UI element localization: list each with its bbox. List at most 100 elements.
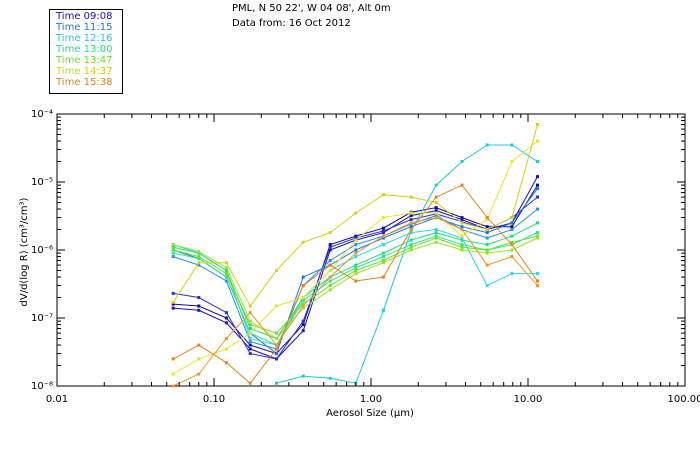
- data-point: [409, 245, 413, 249]
- data-point: [275, 347, 278, 351]
- data-point: [381, 236, 385, 240]
- data-point: [301, 374, 305, 378]
- x-tick-label: 0.01: [46, 394, 68, 405]
- data-point: [510, 243, 514, 247]
- y-axis-label: dV/d(log R) (cm³/cm³): [19, 197, 30, 306]
- data-point: [536, 234, 539, 238]
- legend-item: Time 15:38: [56, 77, 113, 88]
- data-point: [275, 331, 278, 335]
- data-point: [434, 201, 438, 204]
- data-point: [275, 343, 278, 347]
- legend-item: Time 14:37: [56, 66, 113, 77]
- legend: Time 09:08 Time 11:15 Time 12:16 Time 13…: [49, 9, 123, 94]
- data-point: [485, 143, 489, 147]
- data-point: [409, 214, 413, 218]
- data-point: [248, 381, 252, 385]
- y-tick-label: 10⁻⁸: [31, 381, 53, 392]
- x-tick-label: 10.00: [514, 394, 543, 405]
- series-9: [171, 234, 539, 335]
- series-line: [172, 217, 538, 387]
- legend-item: Time 11:15: [56, 22, 113, 33]
- data-point: [485, 228, 489, 231]
- data-point: [460, 218, 464, 222]
- data-point: [381, 216, 385, 220]
- data-point: [485, 218, 489, 222]
- data-point: [248, 304, 252, 308]
- data-point: [485, 243, 489, 247]
- data-point: [248, 347, 252, 351]
- data-point: [536, 272, 539, 276]
- data-point: [301, 306, 305, 310]
- header-date: Data from: 16 Oct 2012: [232, 18, 351, 29]
- data-point: [536, 160, 539, 163]
- data-point: [460, 234, 464, 238]
- data-point: [328, 263, 332, 267]
- y-tick-label: 10⁻⁵: [31, 177, 53, 188]
- data-point: [354, 272, 358, 276]
- series-14: [171, 216, 539, 388]
- data-point: [409, 243, 413, 247]
- data-point: [328, 279, 332, 283]
- data-point: [171, 306, 175, 310]
- data-point: [248, 340, 252, 344]
- series-11: [171, 123, 539, 308]
- data-point: [485, 263, 489, 267]
- data-point: [434, 231, 438, 235]
- data-point: [224, 311, 228, 315]
- data-point: [434, 214, 438, 218]
- series-5: [275, 143, 539, 385]
- data-point: [536, 231, 539, 235]
- data-point: [460, 248, 464, 252]
- data-point: [224, 337, 228, 340]
- data-point: [328, 376, 332, 380]
- series-8: [171, 231, 539, 347]
- header-location: PML, N 50 22', W 04 08', Alt 0m: [232, 3, 391, 14]
- data-point: [409, 225, 413, 229]
- data-point: [434, 240, 438, 244]
- data-point: [328, 275, 332, 279]
- data-point: [536, 195, 539, 199]
- axes-layer: 0.01 0.10 1.00 10.00 100.00 10⁻⁸ 10⁻⁷ 10⁻⁶ 10⁻⁵ 1…: [31, 109, 700, 405]
- data-point: [434, 209, 438, 213]
- data-point: [171, 357, 175, 361]
- data-point: [460, 160, 464, 163]
- data-point: [434, 206, 438, 210]
- data-point: [275, 352, 278, 356]
- data-point: [536, 221, 539, 225]
- data-point: [354, 255, 358, 259]
- data-point: [301, 304, 305, 308]
- data-point: [328, 288, 332, 292]
- data-point: [354, 236, 358, 240]
- data-point: [510, 228, 514, 231]
- data-point: [460, 238, 464, 242]
- data-point: [381, 234, 385, 238]
- data-point: [510, 255, 514, 259]
- data-point: [536, 139, 539, 143]
- data-point: [171, 372, 175, 376]
- data-point: [328, 248, 332, 252]
- data-point: [536, 284, 539, 288]
- data-point: [409, 238, 413, 242]
- data-point: [485, 284, 489, 288]
- data-point: [409, 231, 413, 235]
- data-point: [354, 279, 358, 283]
- series-line: [172, 124, 538, 307]
- data-point: [510, 240, 514, 244]
- data-point: [485, 248, 489, 252]
- data-point: [460, 221, 464, 225]
- data-point: [536, 123, 539, 126]
- data-point: [301, 296, 305, 299]
- data-point: [536, 183, 539, 187]
- data-point: [434, 183, 438, 187]
- data-point: [275, 269, 278, 272]
- data-point: [328, 243, 332, 247]
- data-point: [171, 255, 175, 259]
- x-axis-label: Aerosol Size (µm): [326, 408, 414, 419]
- data-point: [434, 236, 438, 240]
- data-point: [248, 337, 252, 340]
- data-point: [381, 243, 385, 247]
- data-point: [171, 384, 175, 388]
- data-point: [224, 279, 228, 283]
- legend-item: Time 09:08: [56, 11, 113, 22]
